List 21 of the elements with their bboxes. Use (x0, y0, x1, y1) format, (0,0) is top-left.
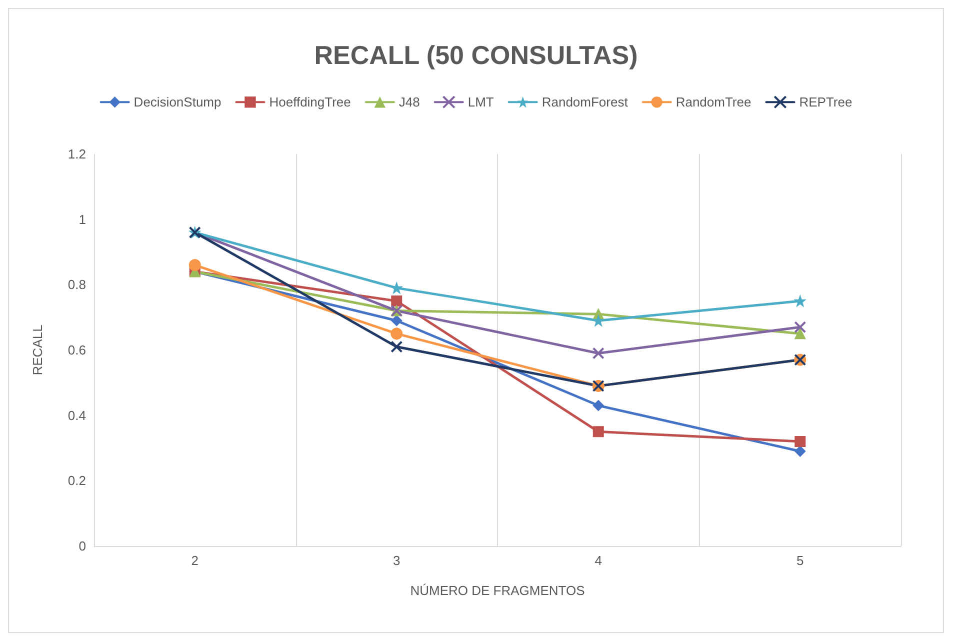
legend-label: J48 (398, 94, 420, 110)
legend-label: DecisionStump (134, 94, 222, 110)
chart-title: RECALL (50 CONSULTAS) (314, 40, 638, 70)
x-axis-title: NÚMERO DE FRAGMENTOS (410, 583, 586, 598)
legend-label: RandomTree (676, 94, 752, 110)
y-tick-label: 1.2 (68, 146, 86, 162)
y-tick-label: 0.2 (68, 473, 86, 488)
x-tick-label: 4 (594, 553, 602, 568)
y-tick-label: 0.4 (68, 408, 86, 423)
legend-label: LMT (468, 94, 494, 110)
x-tick-label: 2 (191, 553, 198, 568)
y-tick-label: 0 (78, 538, 86, 554)
legend-label: RandomForest (542, 94, 628, 110)
y-tick-label: 0.8 (68, 277, 86, 292)
y-tick-label: 0.6 (68, 342, 86, 358)
legend-label: REPTree (799, 94, 852, 110)
y-tick-label: 1 (78, 212, 86, 227)
y-axis-title: RECALL (30, 324, 45, 376)
x-tick-label: 3 (393, 553, 400, 568)
legend-label: HoeffdingTree (269, 94, 351, 110)
x-tick-label: 5 (796, 553, 804, 568)
